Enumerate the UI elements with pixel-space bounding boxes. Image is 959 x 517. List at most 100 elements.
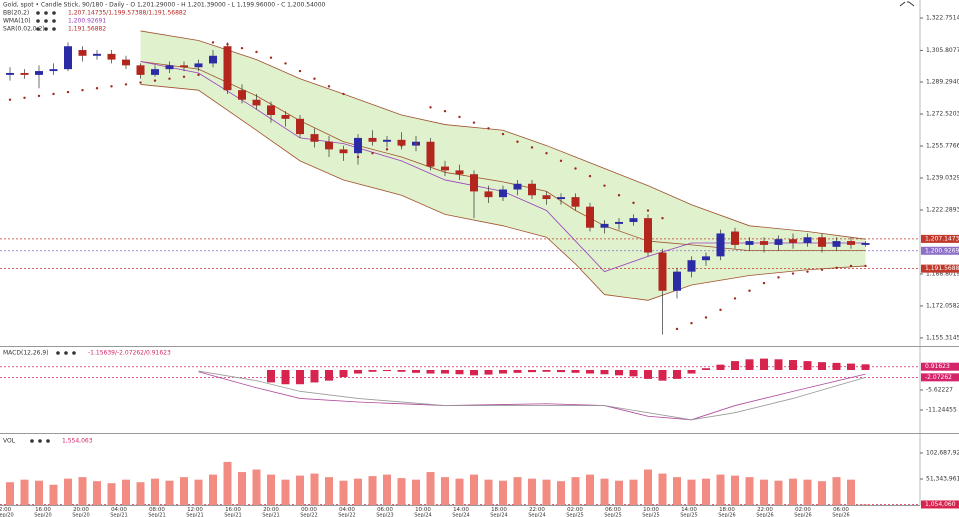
band-fill (140, 30, 866, 301)
indicator-control[interactable] (36, 19, 40, 23)
macd-bar (586, 369, 594, 374)
candle-body (484, 191, 493, 198)
sar-dot (124, 83, 128, 86)
indicator-control[interactable] (72, 351, 76, 355)
sar-dot (574, 167, 577, 170)
candle-body (209, 55, 217, 64)
time-label: 08:00 (149, 507, 165, 513)
y-tick-label: 1,239.03299 (926, 174, 959, 181)
candle-body (325, 141, 333, 150)
indicator-control[interactable] (64, 351, 68, 355)
macd-bar (542, 369, 551, 372)
candle-body (426, 141, 435, 167)
sar-dot (95, 87, 99, 90)
indicator-control[interactable] (52, 27, 56, 31)
volume-bar (93, 481, 101, 505)
sar-dot (8, 98, 12, 101)
y-tick-label: 102,687,925 (926, 449, 959, 456)
candle-body (136, 65, 145, 75)
volume-bar (803, 479, 812, 505)
sar-dot (690, 322, 693, 325)
volume-bar (354, 478, 362, 505)
volume-bar (847, 479, 855, 505)
indicator-name: SAR(0.02,0.2) (3, 26, 45, 33)
volume-bar (296, 475, 304, 505)
candle-body (513, 183, 522, 190)
indicator-control[interactable] (36, 11, 40, 15)
macd-bar (818, 362, 826, 370)
date-label: Sep/22 (300, 513, 317, 517)
indicator-control[interactable] (44, 11, 48, 15)
window-controls[interactable] (899, 1, 915, 7)
time-label: 06:00 (833, 507, 849, 513)
volume-bar (731, 475, 739, 505)
indicator-control[interactable] (44, 19, 48, 23)
sar-dot (646, 209, 650, 212)
macd-bar (760, 358, 768, 370)
marker-box (921, 373, 959, 382)
sar-dot (342, 92, 345, 96)
volume-bar (122, 479, 130, 505)
indicator-line (140, 30, 866, 240)
volume-bar (35, 480, 43, 505)
macd-bar (484, 369, 493, 375)
macd-bar (702, 368, 710, 370)
macd-bar (644, 369, 652, 379)
indicator-control[interactable] (36, 27, 40, 31)
indicator-control[interactable] (44, 27, 48, 31)
volume-bar (180, 477, 188, 505)
date-label: Sep/24 (528, 513, 545, 517)
candle-body (789, 239, 797, 243)
volume-bar (238, 472, 246, 505)
indicator-control[interactable] (30, 439, 34, 443)
sar-dot (66, 90, 70, 94)
y-tick-label: 1,172.05824 (926, 302, 959, 309)
sar-dot (661, 216, 664, 220)
macd-bar (383, 369, 391, 372)
y-tick-label: 1,155.31455 (926, 334, 959, 341)
indicator-control[interactable] (52, 11, 56, 15)
macd-bar (687, 369, 696, 374)
indicator-control[interactable] (56, 351, 60, 355)
time-label: 22:00 (757, 507, 773, 513)
sar-dot (530, 146, 534, 149)
sar-dot (733, 297, 737, 300)
volume-bar (470, 474, 478, 505)
time-label: 10:00 (643, 507, 659, 513)
candle-body (35, 71, 43, 75)
volume-bar (151, 478, 159, 505)
sar-dot (226, 43, 229, 46)
sar-dot (777, 276, 780, 279)
macd-bar (281, 369, 290, 385)
indicator-value: 1,207.14735/1,199.57388/1,191.56882 (68, 10, 187, 17)
indicator-control[interactable] (38, 439, 42, 443)
candle-body (6, 72, 14, 75)
indicator-control[interactable] (46, 439, 50, 443)
macd-bar (774, 359, 783, 370)
sar-dot (400, 144, 403, 147)
volume-bar (687, 479, 696, 505)
volume-bar (20, 479, 29, 505)
macd-bar (310, 369, 319, 383)
sar-dot (516, 140, 519, 143)
date-label: Sep/24 (452, 513, 469, 517)
volume-bar (194, 479, 203, 505)
candle-body (586, 206, 594, 228)
marker-label: -2.07262 (925, 374, 952, 381)
macd-bar (296, 369, 304, 385)
candle-body (339, 149, 348, 154)
volume-bar (412, 479, 420, 505)
macd-bar (673, 369, 681, 379)
indicator-control[interactable] (52, 19, 56, 23)
sar-dot (327, 85, 331, 88)
volume-bar (6, 482, 14, 505)
sar-dot (23, 96, 26, 100)
macd-bar (731, 361, 739, 370)
marker-box (921, 264, 959, 273)
date-label: Sep/21 (224, 513, 241, 517)
indicator-name: MACD(12,26,9) (3, 350, 49, 357)
candle-body (615, 221, 623, 224)
candle-body (774, 239, 783, 245)
volume-bar (528, 478, 536, 505)
time-label: 10:00 (415, 507, 431, 513)
